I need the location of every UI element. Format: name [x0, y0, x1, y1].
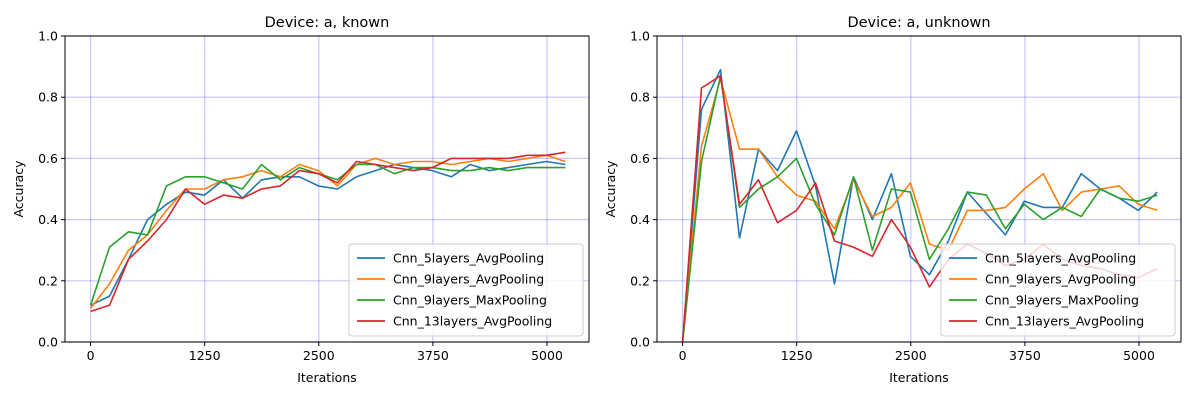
x-tick-label: 3750	[1009, 348, 1041, 363]
x-ticks: 0 1250 2500 3750 5000	[87, 342, 563, 363]
x-tick-label: 1250	[781, 348, 813, 363]
x-tick-label: 0	[679, 348, 687, 363]
legend-label: Cnn_13layers_AvgPooling	[393, 314, 552, 329]
x-tick-label: 0	[87, 348, 95, 363]
y-axis-label: Accuracy	[11, 160, 26, 218]
legend: Cnn_5layers_AvgPooling Cnn_9layers_AvgPoo…	[940, 243, 1176, 337]
x-axis-label: Iterations	[889, 370, 949, 385]
y-tick-label: 0.6	[38, 151, 58, 166]
x-tick-label: 5000	[531, 348, 563, 363]
legend-label: Cnn_9layers_MaxPooling	[985, 293, 1139, 308]
y-ticks: 0.0 0.2 0.4 0.6 0.8 1.0	[38, 29, 65, 350]
x-tick-label: 3750	[417, 348, 449, 363]
legend-label: Cnn_9layers_MaxPooling	[393, 293, 547, 308]
legend-box	[940, 243, 1176, 337]
plot-frame	[656, 35, 1182, 343]
legend-label: Cnn_9layers_AvgPooling	[985, 272, 1136, 287]
y-axis-label: Accuracy	[603, 160, 618, 218]
legend-label: Cnn_5layers_AvgPooling	[393, 251, 544, 266]
x-tick-label: 5000	[1123, 348, 1155, 363]
chart-unknown: 0 1250 2500 3750 5000 0.0 0.2 0.4 0.6 0.8 1.0 Dev…	[603, 15, 1182, 385]
series-line	[681, 78, 1158, 343]
y-tick-label: 1.0	[38, 29, 58, 44]
y-ticks: 0.0 0.2 0.4 0.6 0.8 1.0	[630, 29, 657, 350]
y-tick-label: 0.0	[630, 335, 650, 350]
series-line	[89, 163, 566, 306]
y-tick-label: 1.0	[630, 29, 650, 44]
legend-box	[348, 243, 584, 337]
series-line	[90, 151, 566, 313]
x-ticks: 0 1250 2500 3750 5000	[679, 342, 1155, 363]
x-axis-label: Iterations	[297, 370, 357, 385]
y-tick-label: 0.0	[38, 335, 58, 350]
y-tick-label: 0.8	[630, 90, 650, 105]
chart-title: Device: a, unknown	[847, 15, 990, 31]
x-tick-label: 2500	[303, 348, 335, 363]
plot-frame	[64, 35, 590, 343]
chart-known: 0 1250 2500 3750 5000 0.0 0.2 0.4 0.6 0.8 1.0 Dev…	[11, 15, 590, 385]
legend: Cnn_5layers_AvgPooling Cnn_9layers_AvgPoo…	[348, 243, 584, 337]
legend-label: Cnn_13layers_AvgPooling	[985, 314, 1144, 329]
x-tick-label: 2500	[895, 348, 927, 363]
legend-label: Cnn_5layers_AvgPooling	[985, 251, 1136, 266]
legend-label: Cnn_9layers_AvgPooling	[393, 272, 544, 287]
x-tick-label: 1250	[189, 348, 221, 363]
y-tick-label: 0.6	[630, 151, 650, 166]
y-tick-label: 0.2	[630, 273, 650, 288]
series-line	[90, 160, 566, 307]
series-lines	[89, 151, 566, 313]
chart-title: Device: a, known	[265, 15, 390, 31]
y-tick-label: 0.8	[38, 90, 58, 105]
y-tick-label: 0.4	[630, 212, 650, 227]
y-tick-label: 0.4	[38, 212, 58, 227]
y-tick-label: 0.2	[38, 273, 58, 288]
